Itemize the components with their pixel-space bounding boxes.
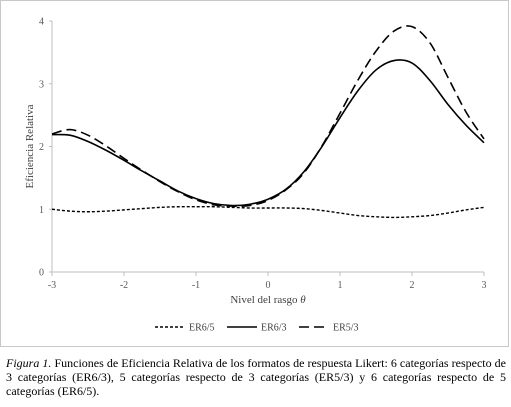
legend-label-er5-3: ER5/3 (333, 323, 359, 334)
y-tick-label: 2 (39, 142, 44, 153)
legend-label-er6-3: ER6/3 (261, 323, 287, 334)
legend-label-er6-5: ER6/5 (189, 323, 215, 334)
caption-text: Funciones de Eficiencia Relativa de los … (6, 356, 506, 399)
series-line-er6-5 (51, 205, 485, 219)
x-tick-label: 2 (410, 280, 415, 291)
series-line-er5-3 (51, 25, 485, 208)
y-tick-label: 0 (39, 268, 44, 279)
chart-frame (0, 0, 509, 347)
figure-caption: Figura 1. Funciones de Eficiencia Relati… (6, 356, 506, 399)
y-tick-label: 3 (39, 79, 44, 90)
x-tick-label: -2 (120, 280, 128, 291)
x-tick-label: -3 (48, 280, 56, 291)
caption-label: Figura 1. (6, 356, 52, 370)
series-line-er6-3 (51, 59, 485, 207)
x-tick-label: 1 (338, 280, 343, 291)
x-tick-label: 3 (482, 280, 487, 291)
x-tick-label: -1 (192, 280, 200, 291)
y-tick-label: 1 (39, 205, 44, 216)
y-tick-label: 4 (39, 17, 44, 28)
x-axis-title: Nivel del rasgo θ (230, 294, 306, 306)
y-axis-title: Eficiencia Relativa (24, 104, 36, 188)
relative-efficiency-chart: 0 1 2 3 4 -3 -2 -1 0 1 2 3 Nivel del rasgo θ Eficienc… (24, 17, 487, 334)
x-tick-label: 0 (266, 280, 271, 291)
